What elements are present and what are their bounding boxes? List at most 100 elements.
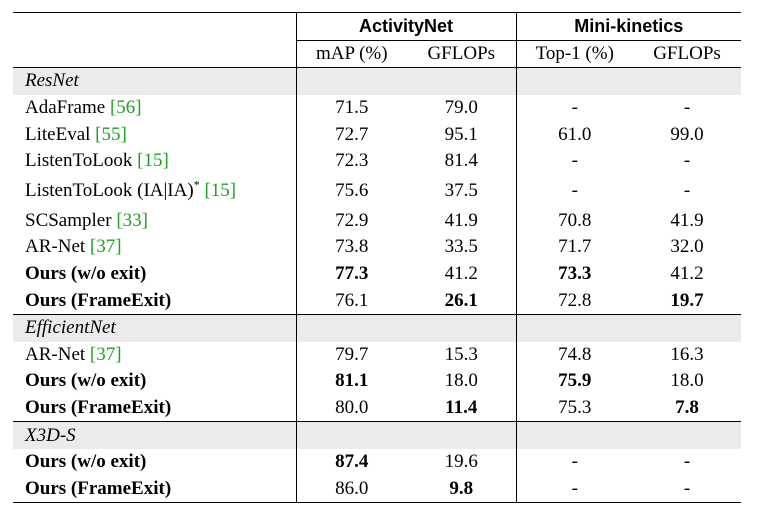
table-body: ResNet AdaFrame [56] 71.5 79.0- - LiteEval [5… [13, 67, 741, 504]
table-row: AdaFrame [56] 71.5 79.0 - - [13, 94, 741, 122]
cell-gflops-a: 95.1 [407, 121, 517, 148]
cell-top1: 75.9 [558, 370, 592, 392]
section-empty-cell [633, 313, 741, 342]
section-empty-cell [296, 67, 407, 95]
cell-gflops-k: - [683, 150, 691, 172]
citation: [56] [109, 97, 142, 119]
citation: [37] [89, 343, 122, 365]
table-row: SCSampler [33] 72.9 41.9 70.8 41.9 [13, 207, 741, 235]
table-row: AR-Net [37] 79.7 15.3 74.8 16.3 [13, 341, 741, 369]
table-row: ListenToLook (IA|IA)* [15] 75.6 37.5 - - [13, 174, 741, 208]
method-name: SCSampler [33] [13, 207, 297, 235]
method-label: AR-Net [25, 236, 90, 258]
citation: [15] [204, 180, 237, 202]
header-column-row: mAP (%) GFLOPs Top-1 (%) GFLOPs [13, 40, 741, 68]
table-row: Ours (w/o exit) 77.3 41.2 73.3 41.2 [13, 260, 741, 288]
cell-top1: 71.7 [558, 236, 592, 258]
cell-gflops-k: 18.0 [670, 370, 704, 392]
header-corner [13, 12, 297, 41]
section-row: ResNet [13, 67, 741, 95]
cell-gflops-a: 79.0 [407, 94, 517, 122]
header-minikinetics: Mini-kinetics [516, 12, 741, 41]
section-empty-cell [407, 421, 517, 449]
method-label: ListenToLook [25, 150, 138, 172]
header-group-row: ActivityNet Mini-kinetics [13, 12, 741, 41]
cell-map: 76.1 [335, 289, 369, 311]
cell-map: 87.4 [335, 451, 369, 473]
cell-top1: 70.8 [558, 209, 592, 231]
citation: [15] [137, 150, 169, 172]
results-table: ActivityNet Mini-kinetics mAP (%) GFLOPs… [13, 12, 741, 504]
cell-gflops-k: - [683, 451, 691, 473]
cell-top1: 72.8 [558, 289, 592, 311]
cell-map: 75.6 [335, 180, 369, 202]
section-row: EfficientNet [13, 313, 741, 342]
cell-top1: - [571, 451, 578, 473]
method-label: Ours (FrameExit) [25, 289, 172, 311]
cell-map: 73.8 [335, 236, 369, 258]
section-empty-cell [407, 67, 517, 95]
method-label: Ours (FrameExit) [25, 397, 172, 419]
cell-gflops-k: 32.0 [670, 236, 704, 258]
cell-gflops-a: 19.6 [407, 448, 517, 476]
header-top1: Top-1 (%) [535, 42, 614, 64]
cell-gflops-k: 16.3 [670, 343, 704, 365]
section-empty-cell [296, 421, 407, 449]
method-label: ListenToLook (IA|IA) [25, 180, 194, 202]
cell-top1: 75.3 [558, 397, 592, 419]
method-label: SCSampler [25, 209, 117, 231]
section-empty-cell [516, 67, 633, 95]
header-gflops-activitynet: GFLOPs [407, 40, 517, 68]
cell-map: 79.7 [335, 343, 369, 365]
header-gflops-minikinetics: GFLOPs [653, 42, 721, 64]
cell-gflops-a: 41.9 [407, 207, 517, 235]
method-name: Ours (FrameExit) [13, 475, 297, 504]
table-row: AR-Net [37] 73.8 33.5 71.7 32.0 [13, 234, 741, 261]
cell-map: 80.0 [335, 397, 369, 419]
cell-gflops-a: 11.4 [407, 394, 517, 422]
section-empty-cell [633, 67, 741, 95]
method-label: Ours (w/o exit) [25, 451, 147, 473]
cell-map: 86.0 [296, 475, 407, 504]
citation: [37] [89, 236, 122, 258]
table-row: Ours (FrameExit) 80.0 11.4 75.3 7.8 [13, 394, 741, 422]
section-title: X3D-S [13, 421, 297, 449]
table-row: Ours (FrameExit) 76.1 26.1 72.8 19.7 [13, 287, 741, 315]
table-row: LiteEval [55] 72.7 95.1 61.0 99.0 [13, 121, 741, 148]
header-activitynet: ActivityNet [296, 12, 517, 41]
cell-top1: - [571, 150, 578, 172]
cell-gflops-k: - [633, 475, 741, 504]
cell-gflops-a: 15.3 [407, 341, 517, 369]
cell-gflops-a: 9.8 [407, 475, 517, 504]
cell-top1: 74.8 [558, 343, 592, 365]
method-name: ListenToLook (IA|IA)* [15] [13, 174, 297, 208]
cell-gflops-a: 26.1 [407, 287, 517, 315]
method-label: Ours (w/o exit) [25, 370, 147, 392]
cell-top1: - [571, 97, 578, 119]
table-row: Ours (FrameExit) 86.0 9.8- - [13, 475, 741, 504]
method-name: Ours (FrameExit) [13, 394, 297, 422]
cell-gflops-k: - [683, 180, 691, 202]
citation: [33] [116, 209, 148, 231]
cell-gflops-a: 81.4 [407, 147, 517, 175]
header-map: mAP (%) [315, 42, 388, 64]
cell-top1: - [571, 180, 578, 202]
method-label: AR-Net [25, 343, 90, 365]
method-name: LiteEval [55] [13, 121, 297, 148]
method-name: AdaFrame [56] [13, 94, 297, 122]
section-title: ResNet [13, 67, 297, 95]
method-label: LiteEval [25, 123, 96, 145]
cell-gflops-a: 33.5 [407, 234, 517, 261]
cell-gflops-k: - [683, 97, 691, 119]
cell-map: 71.5 [335, 97, 369, 119]
cell-map: 77.3 [335, 263, 369, 285]
method-label: Ours (w/o exit) [25, 263, 147, 285]
method-name: Ours (w/o exit) [13, 448, 297, 476]
cell-gflops-k: 19.7 [670, 289, 704, 311]
footnote-mark: * [193, 177, 200, 192]
method-label: AdaFrame [25, 97, 110, 119]
table-row: Ours (w/o exit) 87.4 19.6 - - [13, 448, 741, 476]
cell-top1: 73.3 [558, 263, 592, 285]
method-name: AR-Net [37] [13, 234, 297, 261]
cell-gflops-a: 41.2 [407, 260, 517, 288]
